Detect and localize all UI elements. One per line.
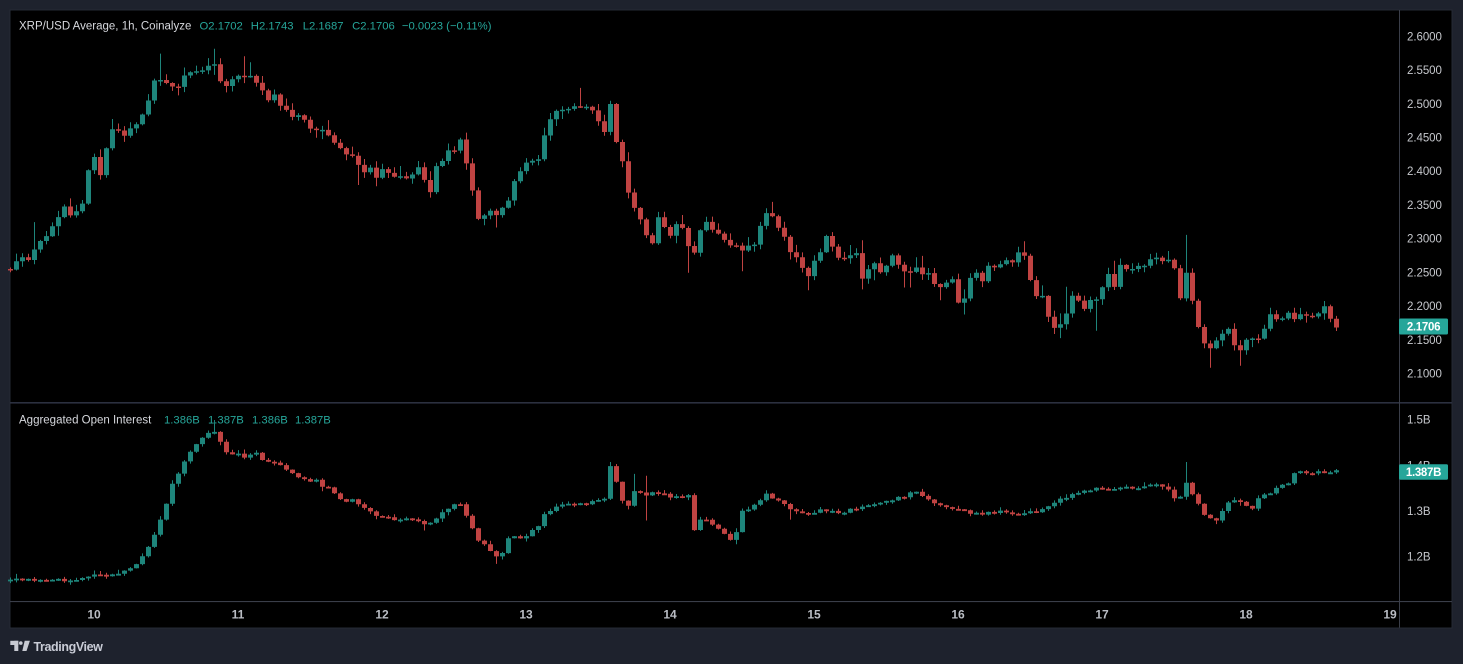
- svg-text:2.1706: 2.1706: [1407, 322, 1440, 334]
- svg-text:11: 11: [232, 608, 245, 622]
- svg-text:15: 15: [807, 608, 821, 622]
- svg-text:2.4500: 2.4500: [1407, 133, 1442, 145]
- svg-text:16: 16: [951, 608, 965, 622]
- svg-text:19: 19: [1383, 608, 1397, 622]
- svg-text:18: 18: [1239, 608, 1253, 622]
- svg-text:XRP/USD Average, 1h, Coinalyze: XRP/USD Average, 1h, Coinalyze: [19, 21, 191, 33]
- svg-text:12: 12: [375, 608, 389, 622]
- svg-text:2.3500: 2.3500: [1407, 200, 1442, 212]
- svg-text:L2.1687: L2.1687: [303, 21, 344, 33]
- svg-text:2.1000: 2.1000: [1407, 369, 1442, 381]
- svg-text:1.386B: 1.386B: [252, 415, 288, 427]
- svg-text:1.5B: 1.5B: [1407, 415, 1431, 427]
- svg-text:2.5000: 2.5000: [1407, 99, 1442, 111]
- svg-text:1.3B: 1.3B: [1407, 506, 1431, 518]
- svg-text:17: 17: [1095, 608, 1109, 622]
- svg-text:2.2500: 2.2500: [1407, 267, 1442, 279]
- svg-text:2.6000: 2.6000: [1407, 31, 1442, 43]
- svg-text:2.5500: 2.5500: [1407, 65, 1442, 77]
- svg-text:C2.1706: C2.1706: [352, 21, 395, 33]
- svg-text:14: 14: [663, 608, 677, 622]
- svg-text:2.1500: 2.1500: [1407, 335, 1442, 347]
- svg-text:2.4000: 2.4000: [1407, 166, 1442, 178]
- svg-text:1.386B: 1.386B: [164, 415, 200, 427]
- svg-text:1.387B: 1.387B: [208, 415, 244, 427]
- svg-text:1.2B: 1.2B: [1407, 552, 1431, 564]
- svg-text:−0.0023 (−0.11%): −0.0023 (−0.11%): [402, 21, 492, 33]
- svg-text:H2.1743: H2.1743: [251, 21, 294, 33]
- svg-text:1.387B: 1.387B: [295, 415, 331, 427]
- svg-text:13: 13: [519, 608, 533, 622]
- svg-text:1.387B: 1.387B: [1406, 467, 1441, 479]
- svg-text:2.2000: 2.2000: [1407, 301, 1442, 313]
- svg-text:10: 10: [87, 608, 101, 622]
- svg-text:TradingView: TradingView: [34, 640, 104, 654]
- svg-text:O2.1702: O2.1702: [200, 21, 243, 33]
- svg-text:Aggregated Open Interest: Aggregated Open Interest: [19, 415, 152, 427]
- svg-text:2.3000: 2.3000: [1407, 234, 1442, 246]
